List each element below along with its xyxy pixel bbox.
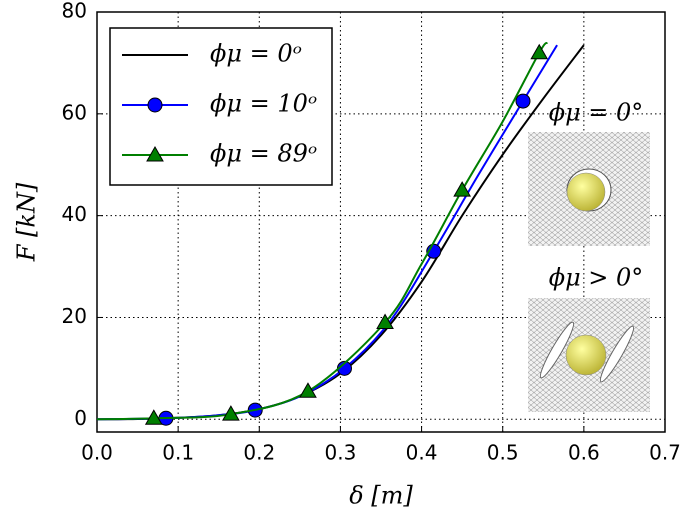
inset-label: ϕμ > 0° [549,264,644,292]
y-axis-label: F [kN] [13,182,41,262]
x-tick-label: 0.2 [243,441,275,465]
y-tick-label: 20 [62,304,87,328]
y-tick-label: 40 [62,202,87,226]
marker [222,405,240,421]
marker [144,409,163,425]
x-tick-label: 0.0 [81,441,113,465]
marker [453,181,472,197]
x-tick-label: 0.3 [325,441,357,465]
y-tick-label: 60 [62,100,87,124]
plot-frame [96,11,666,433]
legend: ϕμ = 0ᵒ ϕμ = 10ᵒ ϕμ = 89ᵒ [109,27,333,186]
marker [299,382,317,398]
legend-label: ϕμ = 10ᵒ [210,90,317,118]
inset-label: ϕμ = 0° [549,99,644,127]
x-axis-label: δ [m] [349,482,413,510]
legend-label: ϕμ = 0ᵒ [210,40,302,68]
legend-label: ϕμ = 89ᵒ [210,140,317,168]
series-line [96,41,549,421]
y-tick-label: 80 [62,0,87,23]
inset-bottom [528,298,650,412]
marker [376,313,394,330]
marker [515,93,531,109]
x-tick-label: 0.1 [162,441,194,465]
x-tick-label: 0.4 [406,441,438,465]
x-tick-label: 0.7 [649,441,681,465]
legend-marker [147,97,163,113]
x-tick-label: 0.5 [487,441,519,465]
marker [530,43,549,60]
legend-marker [146,145,164,162]
y-tick-label: 0 [74,406,87,430]
inset-top [528,132,650,246]
x-tick-label: 0.6 [568,441,600,465]
